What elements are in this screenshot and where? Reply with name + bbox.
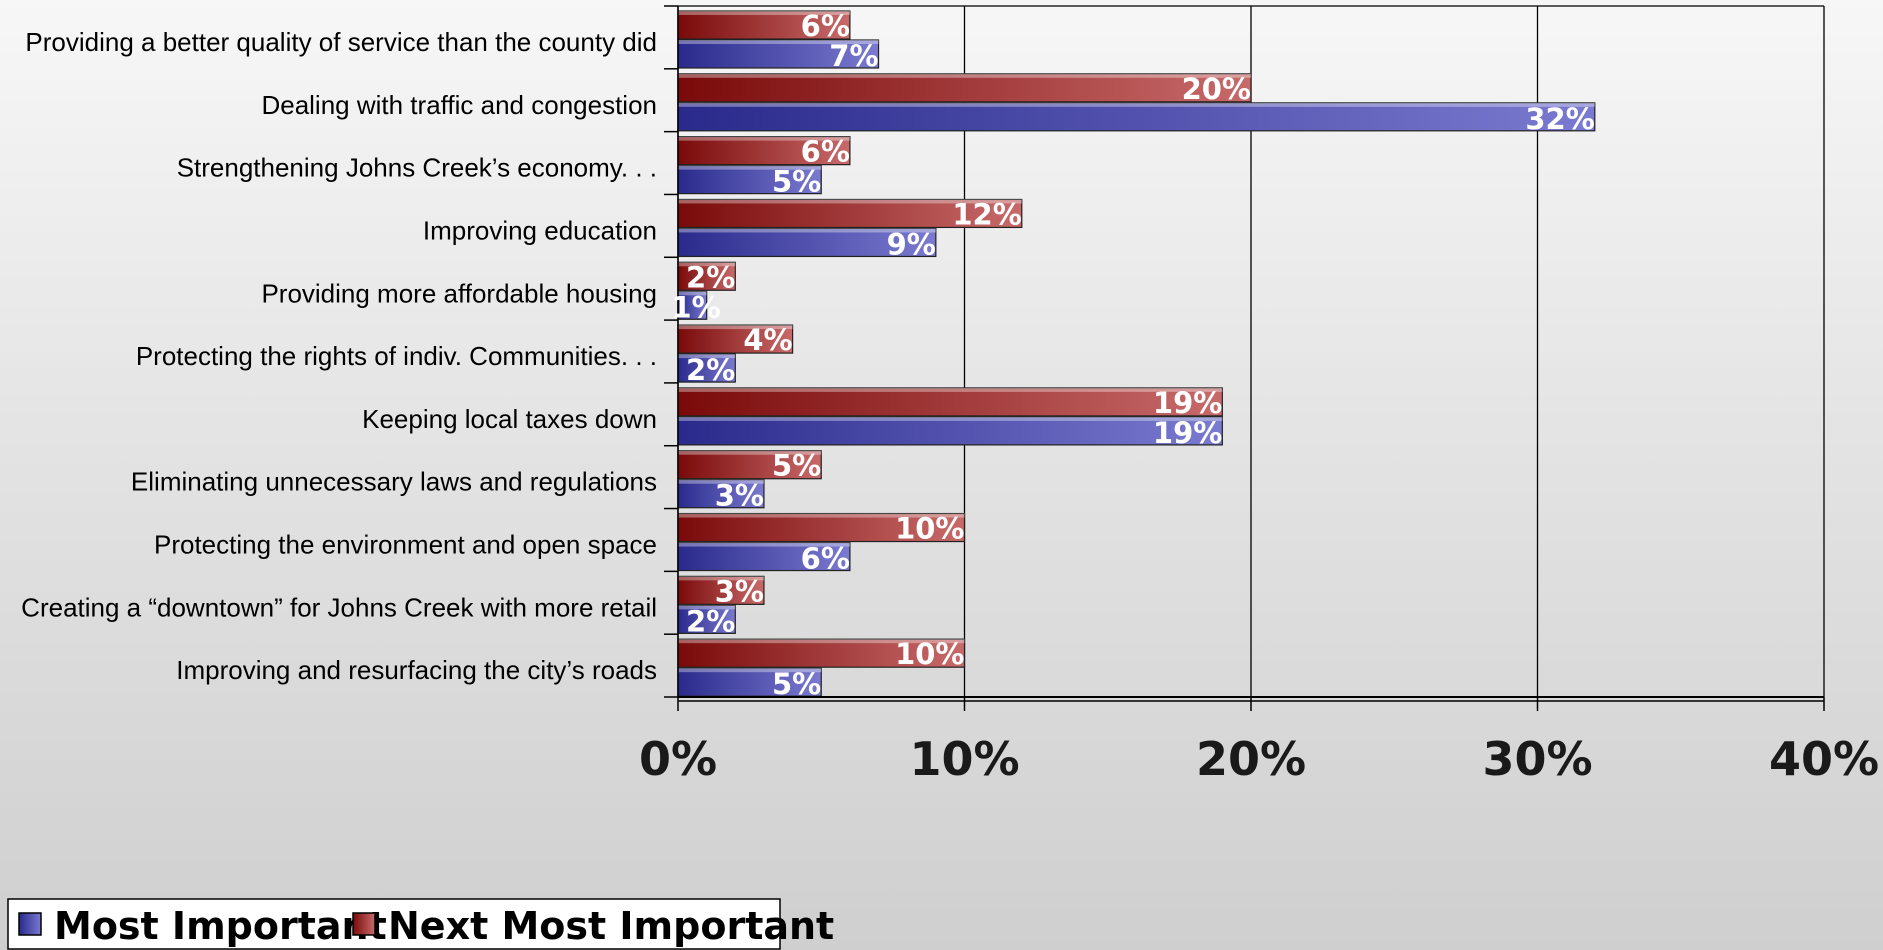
data-label-next-most-important: 12% — [952, 197, 1021, 231]
bar-most-important — [677, 102, 1596, 132]
bar-highlight — [678, 102, 1595, 107]
legend-swatch-next-most-important — [352, 912, 376, 936]
bar-highlight — [678, 576, 764, 581]
bar-next-most-important — [677, 10, 851, 40]
data-label-next-most-important: 5% — [772, 449, 821, 483]
bar-most-important — [677, 667, 822, 697]
bar-most-important — [677, 353, 736, 383]
bar-next-most-important — [677, 324, 794, 354]
bar-next-most-important — [677, 450, 822, 480]
data-label-most-important: 5% — [772, 165, 821, 199]
category-label: Keeping local taxes down — [362, 404, 657, 434]
bar-next-most-important — [677, 136, 851, 166]
category-label: Protecting the environment and open spac… — [154, 530, 657, 560]
data-label-next-most-important: 6% — [801, 9, 850, 43]
x-tick-labels: 0% 10% 20% 30% 40% — [639, 732, 1879, 786]
bar-most-important — [677, 227, 937, 258]
bar-highlight — [678, 11, 850, 15]
data-label-next-most-important: 20% — [1182, 72, 1251, 106]
category-label: Eliminating unnecessary laws and regulat… — [131, 467, 657, 497]
bar-highlight — [678, 450, 822, 455]
data-label-most-important: 2% — [686, 353, 735, 387]
bar-highlight — [678, 416, 1223, 421]
bar-highlight — [678, 542, 850, 547]
legend-label-next-most-important: Next Most Important — [388, 904, 834, 948]
bar-next-most-important — [677, 512, 966, 543]
category-label: Protecting the rights of indiv. Communit… — [136, 341, 657, 371]
bars — [677, 10, 1596, 697]
category-label: Strengthening Johns Creek’s economy. . . — [177, 153, 657, 183]
bar-highlight — [678, 199, 1022, 204]
bar-highlight — [678, 639, 965, 644]
bar-most-important — [677, 290, 708, 320]
bar-highlight — [678, 668, 822, 673]
bar-most-important — [677, 541, 851, 572]
bar-highlight — [678, 73, 1251, 78]
bar-most-important — [677, 416, 1223, 446]
bar-highlight — [678, 354, 736, 359]
category-label: Improving education — [423, 215, 657, 245]
data-label-most-important: 1% — [671, 290, 720, 324]
data-label-most-important: 9% — [887, 227, 936, 261]
x-tick-label: 40% — [1769, 732, 1879, 786]
bar-highlight — [678, 228, 936, 233]
category-label: Improving and resurfacing the city’s roa… — [176, 655, 657, 685]
data-label-next-most-important: 3% — [715, 574, 764, 608]
legend-box — [7, 898, 781, 950]
bar-next-most-important — [677, 638, 966, 668]
bar-highlight — [678, 165, 822, 170]
axes — [664, 5, 1825, 711]
x-tick-label: 10% — [909, 732, 1019, 786]
data-label-next-most-important: 6% — [801, 135, 850, 169]
category-label: Providing more affordable housing — [261, 278, 657, 308]
data-label-next-most-important: 2% — [686, 260, 735, 294]
bar-highlight — [678, 479, 764, 484]
legend-swatch-most-important — [18, 912, 42, 936]
bar-highlight — [678, 136, 850, 141]
legend-label-most-important: Most Important — [54, 904, 387, 948]
bar-next-most-important — [677, 261, 736, 291]
bar-next-most-important — [677, 198, 1023, 229]
category-label: Creating a “downtown” for Johns Creek wi… — [21, 592, 657, 622]
data-label-most-important: 7% — [829, 39, 878, 73]
data-label-most-important: 32% — [1525, 102, 1594, 136]
data-label-next-most-important: 4% — [743, 323, 792, 357]
bar-highlight — [678, 40, 879, 44]
data-label-next-most-important: 19% — [1153, 386, 1222, 420]
bar-highlight — [678, 513, 965, 518]
data-label-most-important: 19% — [1153, 416, 1222, 450]
data-label-most-important: 2% — [686, 604, 735, 638]
data-label-most-important: 3% — [715, 479, 764, 513]
legend: Most Important Next Most Important — [7, 898, 834, 950]
category-labels: Providing a better quality of service th… — [21, 27, 657, 685]
bar-highlight — [678, 262, 736, 267]
x-tick-label: 0% — [639, 732, 717, 786]
bar-most-important — [677, 479, 765, 509]
bar-highlight — [678, 325, 793, 330]
category-label: Providing a better quality of service th… — [25, 27, 657, 57]
data-label-most-important: 5% — [772, 667, 821, 701]
x-tick-label: 20% — [1196, 732, 1306, 786]
data-label-next-most-important: 10% — [895, 637, 964, 671]
bar-next-most-important — [677, 73, 1252, 103]
bar-highlight — [678, 605, 736, 610]
x-tick-label: 30% — [1482, 732, 1592, 786]
data-label-next-most-important: 10% — [895, 512, 964, 546]
bar-highlight — [678, 291, 707, 296]
category-label: Dealing with traffic and congestion — [261, 90, 657, 120]
data-labels: 6%7%20%32%6%5%12%9%2%1%4%2%19%19%5%3%10%… — [671, 9, 1594, 701]
bar-next-most-important — [677, 387, 1223, 417]
bar-highlight — [678, 387, 1223, 392]
data-label-most-important: 6% — [801, 542, 850, 576]
